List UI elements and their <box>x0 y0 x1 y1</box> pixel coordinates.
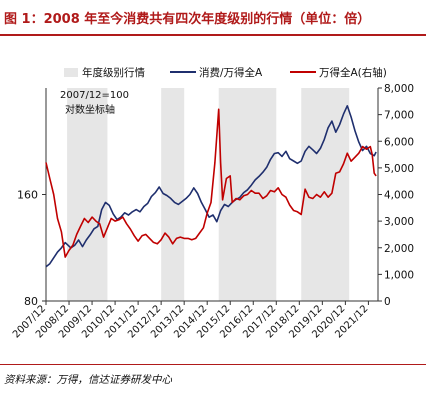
annotation: 2007/12=100 对数坐标轴 <box>60 90 129 116</box>
right-tick-label: 4,000 <box>384 190 414 202</box>
series-lines <box>45 105 377 268</box>
left-tick-label: 80 <box>24 295 38 308</box>
shaded-periods <box>67 88 350 301</box>
legend-label-wind-all-a: 万得全A(右轴) <box>319 66 387 79</box>
title-rule <box>0 34 426 36</box>
left-tick-label: 160 <box>17 189 38 202</box>
source-note: 资料来源：万得，信达证券研发中心 <box>4 374 172 386</box>
series-line-consumption <box>45 105 377 268</box>
figure-title: 图 1：2008 年至今消费共有四次年度级别的行情（单位：倍） <box>4 12 371 27</box>
legend-swatch-shade <box>64 68 78 77</box>
legend-label-consumption: 消费/万得全A <box>199 66 263 79</box>
right-tick-label: 8,000 <box>384 83 414 95</box>
right-tick-label: 7,000 <box>384 110 414 122</box>
series-line-wind-all-a <box>45 108 377 258</box>
shaded-period <box>161 88 185 301</box>
chart: 80 160 0 1,000 2,000 3,000 4,000 5,000 6,000 7,00… <box>11 66 414 340</box>
shaded-period <box>67 88 108 301</box>
right-tick-label: 2,000 <box>384 243 414 255</box>
right-tick-label: 1,000 <box>384 269 414 281</box>
annotation-line: 对数坐标轴 <box>65 103 115 116</box>
right-tick-label: 6,000 <box>384 136 414 148</box>
legend-label-shade: 年度级别行情 <box>82 66 145 79</box>
right-tick-label: 3,000 <box>384 216 414 228</box>
right-tick-label: 0 <box>384 296 391 308</box>
legend: 年度级别行情 消费/万得全A 万得全A(右轴) <box>64 66 387 79</box>
source-rule <box>0 364 426 365</box>
right-tick-label: 5,000 <box>384 163 414 175</box>
annotation-line: 2007/12=100 <box>60 90 129 101</box>
